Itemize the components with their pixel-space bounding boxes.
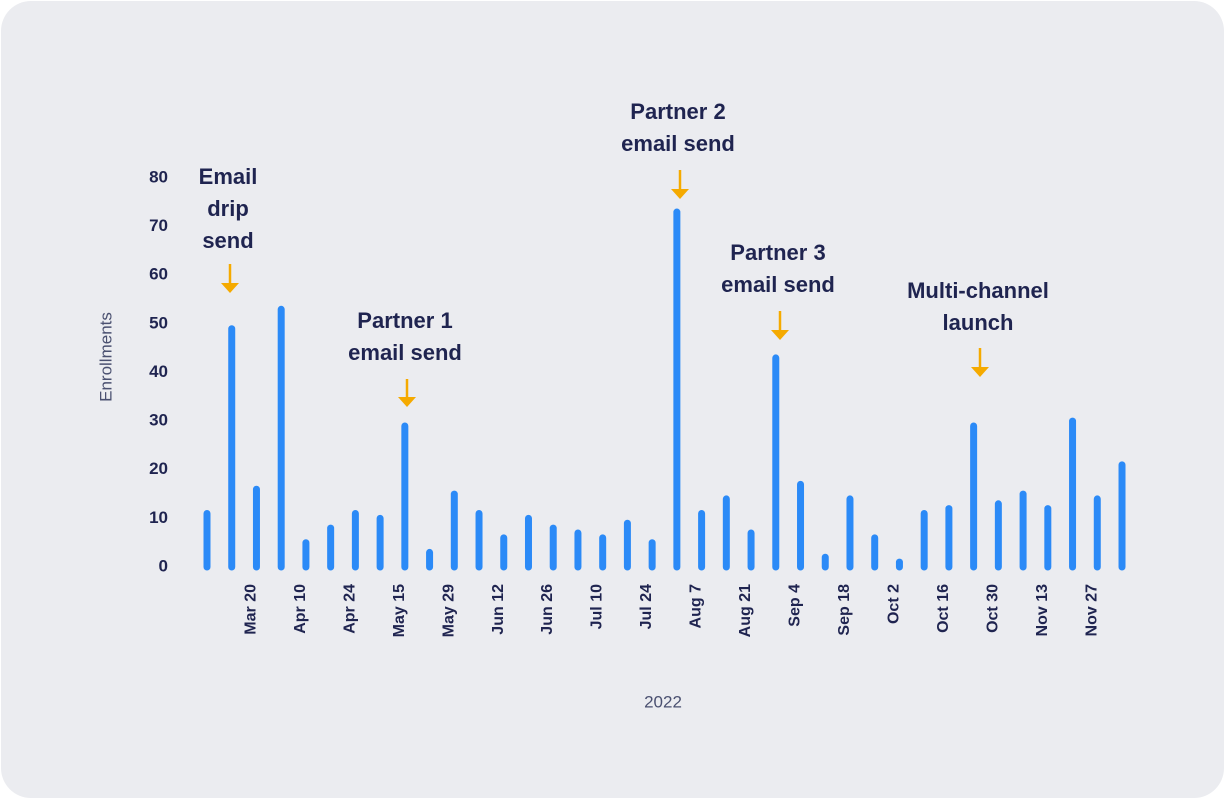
annotation-text: send: [202, 228, 253, 253]
bar: [698, 510, 706, 571]
x-tick-label: Aug 7: [688, 584, 705, 629]
x-tick-label: Sep 18: [836, 584, 853, 636]
bar: [1019, 490, 1027, 571]
annotation-arrowhead: [398, 397, 416, 407]
x-tick-label: Oct 2: [885, 584, 902, 624]
bar: [327, 524, 335, 571]
bar: [549, 524, 557, 571]
y-tick-label: 20: [149, 459, 168, 478]
annotation-text: drip: [207, 196, 249, 221]
x-tick-label: Nov 27: [1083, 584, 1100, 637]
bar: [500, 534, 508, 571]
bar: [673, 208, 681, 571]
x-tick-label: May 15: [391, 584, 408, 637]
annotation-text: Partner 1: [357, 308, 452, 333]
y-tick-label: 50: [149, 313, 168, 332]
y-tick-label: 80: [149, 167, 168, 186]
bar: [722, 495, 730, 571]
annotation-text: Partner 3: [730, 240, 825, 265]
x-axis-label: 2022: [644, 692, 682, 711]
bar: [772, 354, 780, 571]
annotation-arrowhead: [671, 189, 689, 199]
bar: [426, 548, 434, 571]
x-tick-label: Apr 24: [341, 584, 358, 634]
annotation-arrowhead: [771, 330, 789, 340]
bar: [747, 529, 755, 571]
bar: [945, 505, 953, 571]
bar: [821, 553, 829, 571]
x-tick-label: Sep 4: [787, 584, 804, 627]
bar: [401, 422, 409, 571]
bar: [895, 558, 903, 571]
x-tick-label: Aug 21: [737, 584, 754, 637]
bar: [475, 510, 483, 571]
bar: [252, 485, 260, 571]
bar: [302, 539, 310, 571]
bar: [228, 325, 236, 571]
annotation-text: Multi-channel: [907, 278, 1049, 303]
y-tick-label: 60: [149, 265, 168, 284]
bar: [574, 529, 582, 571]
bar: [450, 490, 458, 571]
bar: [376, 514, 384, 571]
y-tick-label: 40: [149, 362, 168, 381]
bar: [599, 534, 607, 571]
bar: [970, 422, 978, 571]
bar: [871, 534, 879, 571]
annotation-text: Email: [199, 164, 258, 189]
x-tick-label: May 29: [440, 584, 457, 637]
y-axis-label: Enrollments: [96, 312, 115, 402]
bar: [1118, 461, 1126, 571]
y-tick-label: 10: [149, 508, 168, 527]
x-tick-label: Apr 10: [292, 584, 309, 634]
annotation-text: email send: [621, 131, 735, 156]
x-tick-label: Jun 12: [490, 584, 507, 635]
x-tick-label: Jul 24: [638, 584, 655, 629]
bar: [846, 495, 854, 571]
annotation-arrowhead: [971, 367, 989, 377]
bar: [994, 500, 1002, 571]
bar: [1093, 495, 1101, 571]
x-tick-label: Jul 10: [589, 584, 606, 629]
x-tick-label: Oct 16: [935, 584, 952, 633]
x-tick-label: Nov 13: [1034, 584, 1051, 637]
bar: [797, 480, 805, 571]
bar: [277, 305, 285, 571]
x-tick-label: Mar 20: [242, 584, 259, 635]
y-tick-label: 30: [149, 411, 168, 430]
annotation-text: Partner 2: [630, 99, 725, 124]
annotation-text: email send: [721, 272, 835, 297]
bar: [623, 519, 631, 571]
bar: [203, 510, 211, 571]
x-tick-label: Jun 26: [539, 584, 556, 635]
annotation-text: launch: [943, 310, 1014, 335]
annotation-arrowhead: [221, 283, 239, 293]
y-tick-label: 0: [159, 556, 168, 575]
bar: [1069, 417, 1077, 571]
bar: [920, 510, 928, 571]
annotation-text: email send: [348, 340, 462, 365]
x-tick-label: Oct 30: [984, 584, 1001, 633]
bar: [351, 510, 359, 571]
bar: [524, 514, 532, 571]
y-tick-label: 70: [149, 216, 168, 235]
bar: [648, 539, 656, 571]
bar: [1044, 505, 1052, 571]
